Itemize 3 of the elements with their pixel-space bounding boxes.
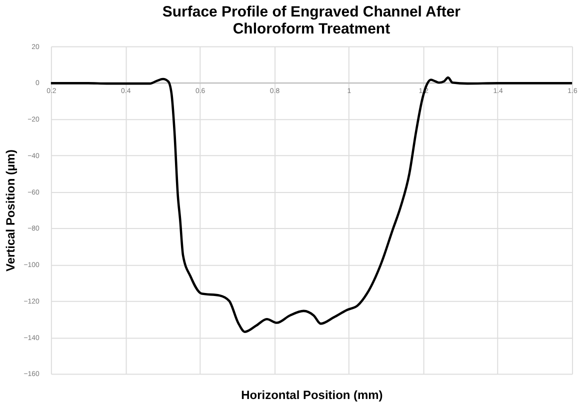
x-axis-title: Horizontal Position (mm) — [241, 388, 383, 402]
y-axis-title: Vertical Position (µm) — [4, 150, 18, 272]
chart-title: Surface Profile of Engraved Channel After Chloroform Treatment — [162, 3, 461, 38]
